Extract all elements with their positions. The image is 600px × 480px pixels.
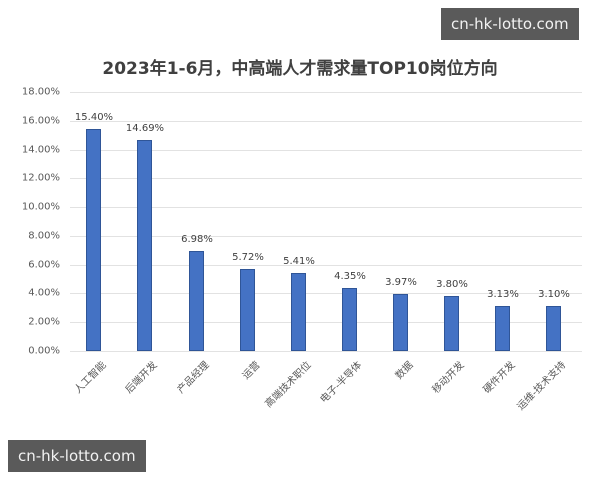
- data-label: 6.98%: [181, 233, 213, 245]
- x-tick-label: 数据: [393, 359, 416, 382]
- plot-area: [70, 92, 582, 352]
- bar-6: [342, 288, 357, 351]
- y-tick-label: 6.00%: [28, 259, 60, 271]
- gridline: [70, 92, 582, 93]
- y-tick-label: 18.00%: [21, 86, 60, 98]
- y-tick-label: 8.00%: [28, 230, 60, 242]
- data-label: 3.13%: [487, 288, 519, 300]
- x-tick-label: 移动开发: [430, 359, 467, 396]
- bar-7: [393, 293, 408, 351]
- chart-title: 2023年1-6月，中高端人才需求量TOP10岗位方向: [102, 59, 498, 79]
- x-tick-label: 运营: [240, 359, 263, 382]
- gridline: [70, 264, 582, 266]
- bar-5: [291, 273, 306, 351]
- data-label: 15.40%: [74, 112, 114, 124]
- data-label: 3.80%: [436, 279, 468, 291]
- y-tick-label: 12.00%: [21, 172, 60, 184]
- x-tick-label: 后端开发: [123, 359, 160, 396]
- gridline: [70, 235, 582, 237]
- data-label: 3.97%: [385, 276, 417, 288]
- data-label: 5.72%: [232, 251, 264, 263]
- bar-4: [240, 268, 255, 351]
- gridline: [70, 351, 582, 352]
- y-tick-label: 4.00%: [28, 287, 60, 299]
- data-label: 5.41%: [283, 256, 315, 268]
- gridline: [70, 293, 582, 295]
- bar-1: [86, 129, 101, 351]
- y-tick-label: 14.00%: [21, 144, 60, 156]
- x-tick-label: 人工智能: [72, 359, 109, 396]
- data-label: 14.69%: [125, 122, 165, 134]
- watermark-top-right: cn-hk-lotto.com: [441, 8, 579, 40]
- gridline: [70, 149, 582, 151]
- x-tick-label: 产品经理: [175, 359, 212, 396]
- gridline: [70, 120, 582, 122]
- x-tick-label: 运维-技术支持: [515, 359, 569, 413]
- gridline: [70, 207, 582, 209]
- bar-9: [495, 305, 510, 351]
- data-label: 4.35%: [334, 271, 366, 283]
- x-tick-label: 电子-半导体: [318, 359, 365, 406]
- y-tick-label: 16.00%: [21, 115, 60, 127]
- y-tick-label: 10.00%: [21, 201, 60, 213]
- x-tick-label: 硬件开发: [481, 359, 518, 396]
- y-tick-label: 0.00%: [28, 345, 60, 357]
- bar-8: [444, 296, 459, 351]
- gridline: [70, 322, 582, 324]
- x-tick-label: 高端技术职位: [263, 359, 314, 411]
- y-tick-label: 2.00%: [28, 316, 60, 328]
- data-label: 3.10%: [538, 289, 570, 301]
- bar-2: [137, 139, 152, 351]
- watermark-bottom-left: cn-hk-lotto.com: [8, 440, 146, 472]
- bar-3: [189, 250, 204, 351]
- gridline: [70, 178, 582, 180]
- bar-10: [546, 306, 561, 351]
